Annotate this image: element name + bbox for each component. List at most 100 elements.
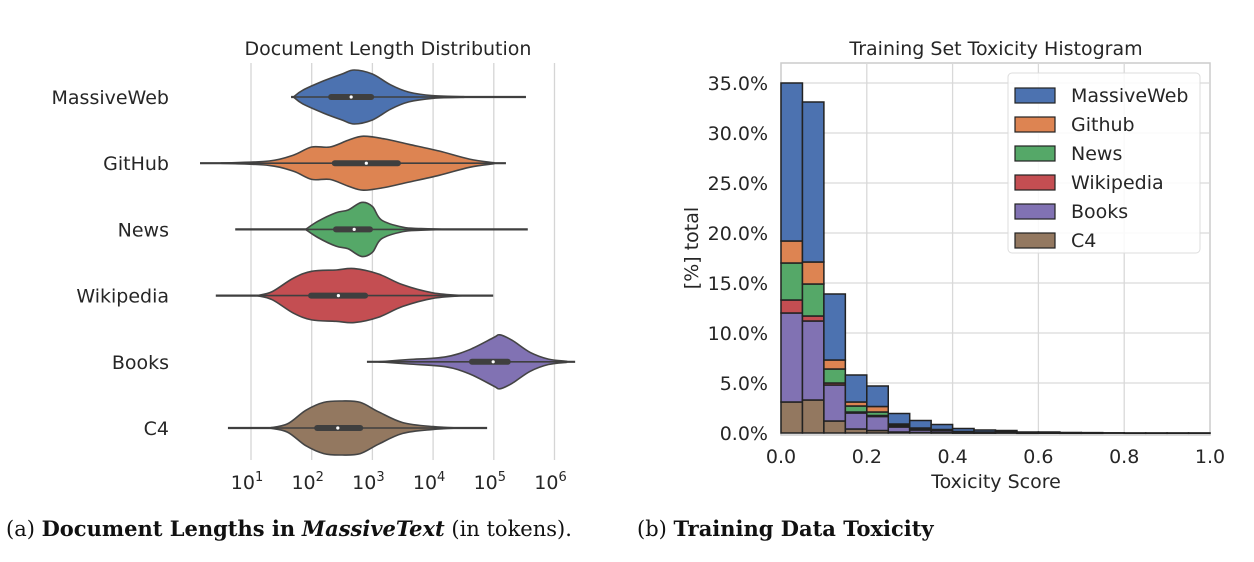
histogram-bar-news — [801, 283, 825, 317]
legend-label: News — [1071, 143, 1122, 165]
violin-news — [235, 201, 528, 258]
histogram-bar-news — [844, 405, 868, 413]
histogram-title: Training Set Toxicity Histogram — [848, 38, 1142, 60]
legend-label: MassiveWeb — [1071, 85, 1188, 107]
legend-frame — [1007, 72, 1201, 254]
violin-category-label: Wikipedia — [76, 286, 169, 308]
violin-c4 — [227, 400, 488, 456]
violin-books — [366, 333, 576, 390]
toxicity-histogram: Training Set Toxicity Histogram 0.0% 5.0%… — [681, 38, 1225, 493]
violin-median — [336, 426, 340, 430]
histogram-bar-books — [801, 320, 825, 401]
histogram-bar-news — [780, 262, 804, 301]
histogram-bar-massiveweb — [994, 429, 1018, 433]
histogram-bar-massiveweb — [930, 423, 954, 431]
legend-swatch-books — [1014, 203, 1056, 220]
histogram-bar-books — [823, 384, 847, 422]
histogram-bar-massiveweb — [908, 419, 932, 429]
histogram-legend: MassiveWeb Github News Wikipedia Books C4 — [1007, 72, 1201, 254]
histogram-bar-books — [780, 312, 804, 403]
histogram-x-tick-label: 0.0 — [766, 446, 796, 468]
histogram-bar-massiveweb — [844, 374, 868, 403]
histogram-y-tick-label: 30.0% — [708, 123, 768, 145]
legend-label: C4 — [1071, 230, 1096, 252]
histogram-bar-massiveweb — [780, 82, 804, 242]
violin-x-tick-label: 103 — [352, 470, 384, 494]
violin-bodies — [200, 69, 576, 456]
histogram-bar-books — [844, 412, 868, 430]
violin-median — [336, 294, 341, 298]
histogram-x-tick-label: 0.4 — [937, 446, 967, 468]
histogram-bar-c4 — [823, 420, 847, 434]
histogram-y-tick-label: 20.0% — [708, 223, 768, 245]
caption-a: (a) Document Lengths in MassiveText (in … — [6, 516, 572, 541]
histogram-x-tick-labels: 0.0 0.2 0.4 0.6 0.8 1.0 — [766, 446, 1225, 468]
histogram-y-tick-labels: 0.0% 5.0% 10.0% 15.0% 20.0% 25.0% 30.0% 35.0% — [708, 73, 768, 445]
histogram-x-tick-label: 1.0 — [1195, 446, 1225, 468]
histogram-bar-github — [780, 240, 804, 264]
violin-gridlines — [250, 63, 556, 460]
caption-a-title: Document Lengths in — [41, 516, 296, 541]
histogram-bar-massiveweb — [866, 385, 889, 408]
caption-a-label: (a) — [6, 517, 35, 541]
legend-swatch-github — [1014, 116, 1056, 133]
histogram-y-tick-label: 0.0% — [720, 423, 768, 445]
histogram-y-tick-label: 15.0% — [708, 273, 768, 295]
histogram-bar-massiveweb — [1037, 431, 1061, 434]
violin-massiveweb — [291, 69, 526, 125]
violin-chart: Document Length Distribution MassiveWeb G… — [52, 38, 576, 494]
violin-x-tick-labels: 101 102 103 104 105 106 — [231, 470, 567, 494]
legend-label: Books — [1071, 201, 1128, 223]
violin-x-tick-label: 102 — [291, 470, 323, 494]
violin-x-tick-label: 101 — [231, 470, 263, 494]
histogram-x-tick-label: 0.2 — [852, 446, 882, 468]
caption-b-title: Training Data Toxicity — [673, 516, 934, 541]
histogram-y-tick-label: 35.0% — [708, 73, 768, 95]
legend-label: Wikipedia — [1071, 172, 1164, 194]
violin-median — [352, 227, 356, 231]
histogram-bar-github — [866, 405, 889, 413]
legend-swatch-wikipedia — [1014, 174, 1056, 191]
violin-category-label: C4 — [144, 418, 169, 440]
legend-swatch-c4 — [1014, 232, 1056, 249]
caption-a-dataset-name: MassiveText — [301, 516, 445, 541]
histogram-bar-massiveweb — [1016, 431, 1040, 434]
histogram-bars — [780, 82, 1211, 435]
histogram-bar-massiveweb — [951, 427, 975, 433]
violin-median — [491, 360, 495, 364]
histogram-bar-c4 — [801, 399, 825, 434]
violin-x-tick-label: 105 — [474, 470, 506, 494]
caption-b-label: (b) — [637, 517, 667, 541]
violin-category-label: MassiveWeb — [52, 87, 169, 109]
violin-category-label: News — [118, 219, 169, 241]
histogram-y-tick-label: 10.0% — [708, 323, 768, 345]
violin-category-label: Books — [112, 352, 169, 374]
histogram-bar-news — [823, 368, 847, 384]
violin-median — [349, 95, 353, 99]
histogram-bar-github — [801, 261, 825, 285]
legend-swatch-news — [1014, 145, 1056, 162]
histogram-bar-massiveweb — [801, 101, 825, 263]
violin-x-tick-label: 104 — [413, 470, 445, 494]
histogram-y-tick-label: 25.0% — [708, 173, 768, 195]
histogram-x-tick-label: 0.6 — [1023, 446, 1053, 468]
legend-label: Github — [1071, 114, 1135, 136]
histogram-x-axis-label: Toxicity Score — [930, 471, 1061, 493]
violin-github — [200, 135, 506, 192]
violin-category-labels: MassiveWeb GitHub News Wikipedia Books C4 — [52, 87, 169, 440]
histogram-bar-massiveweb — [823, 293, 847, 361]
violin-category-label: GitHub — [103, 153, 169, 175]
caption-a-note: (in tokens). — [451, 517, 572, 541]
violin-x-tick-label: 106 — [534, 470, 566, 494]
histogram-bar-massiveweb — [887, 412, 911, 425]
caption-b: (b) Training Data Toxicity — [637, 516, 934, 541]
violin-chart-title: Document Length Distribution — [245, 38, 532, 60]
histogram-bar-github — [823, 359, 847, 370]
legend-swatch-massiveweb — [1014, 87, 1056, 104]
histogram-y-tick-label: 5.0% — [720, 373, 768, 395]
histogram-bar-massiveweb — [973, 429, 997, 433]
violin-wikipedia — [215, 267, 494, 324]
histogram-x-tick-label: 0.8 — [1109, 446, 1139, 468]
histogram-bar-books — [866, 415, 889, 432]
